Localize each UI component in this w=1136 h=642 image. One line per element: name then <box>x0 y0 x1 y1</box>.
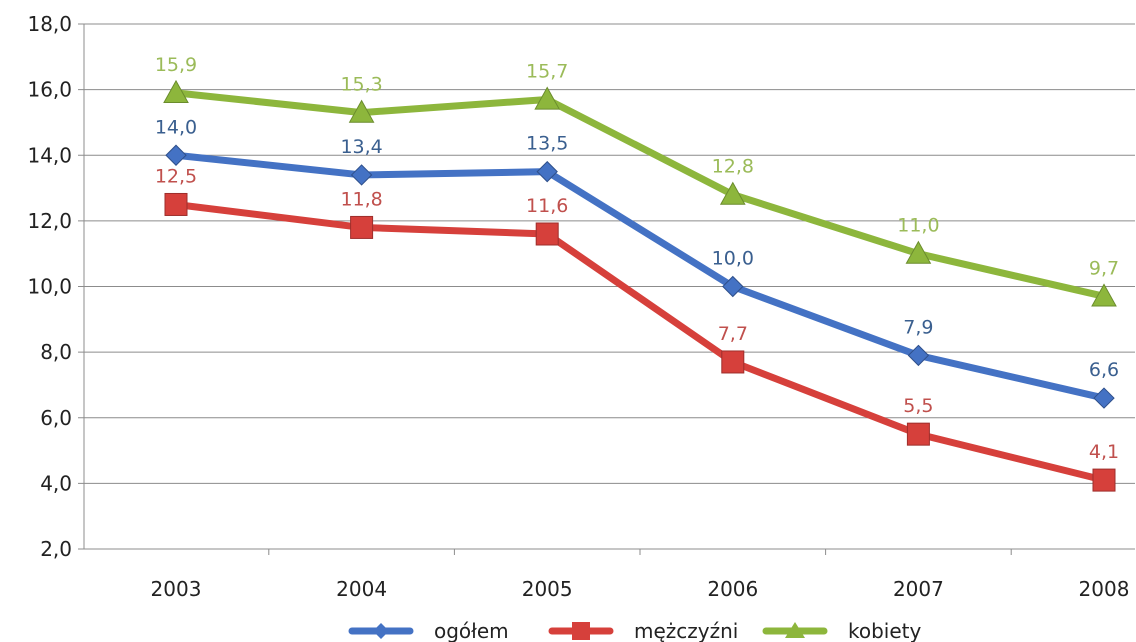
data-label: 11,6 <box>526 195 568 217</box>
x-tick-label: 2005 <box>522 577 573 601</box>
data-label: 11,0 <box>897 215 939 237</box>
gridlines <box>84 23 1135 484</box>
data-point-diamond <box>907 344 930 367</box>
data-label: 12,8 <box>712 156 754 178</box>
data-label: 15,3 <box>340 74 382 96</box>
series-line-square <box>172 200 1108 484</box>
legend-marker <box>572 622 590 640</box>
y-tick-label: 4,0 <box>40 471 72 495</box>
data-label: 15,7 <box>526 60 568 82</box>
y-tick-label: 8,0 <box>40 340 72 364</box>
data-label: 13,5 <box>526 133 568 155</box>
data-labels: 14,0 13,4 13,5 10,0 7,9 6,6 12,5 11,8 11,6 7,7 5,5… <box>155 54 1119 463</box>
y-tick-label: 2,0 <box>40 537 72 561</box>
y-tick-label: 6,0 <box>40 406 72 430</box>
data-label: 7,9 <box>903 316 933 338</box>
legend-label: kobiety <box>848 619 922 642</box>
data-label: 7,7 <box>718 323 748 345</box>
data-point-triangle <box>534 86 561 110</box>
data-point-triangle <box>163 79 189 104</box>
data-label: 6,6 <box>1089 359 1119 381</box>
legend-marker <box>373 623 389 639</box>
legend-item: kobiety <box>762 619 922 642</box>
data-point-triangle <box>1091 283 1117 307</box>
data-label: 10,0 <box>712 248 754 270</box>
data-point-square <box>350 215 374 239</box>
axes <box>78 23 1135 555</box>
data-point-triangle <box>719 181 746 205</box>
legend-marker <box>785 622 805 638</box>
y-tick-label: 12,0 <box>27 209 72 233</box>
x-tick-label: 2008 <box>1079 577 1130 601</box>
data-label: 9,7 <box>1089 257 1119 279</box>
data-label: 11,8 <box>340 188 382 210</box>
series-group <box>163 79 1117 492</box>
data-label: 4,1 <box>1089 441 1119 463</box>
data-label: 13,4 <box>340 136 382 158</box>
x-tick-label: 2007 <box>893 577 944 601</box>
data-point-triangle <box>905 240 932 264</box>
data-point-square <box>721 350 745 374</box>
data-point-square <box>906 422 930 446</box>
data-point-diamond <box>536 160 558 183</box>
x-tick-label: 2003 <box>151 577 202 601</box>
legend: ogółem mężczyźni kobiety <box>348 619 922 642</box>
y-tick-label: 14,0 <box>27 143 72 167</box>
legend-label: mężczyźni <box>634 619 738 642</box>
data-point-diamond <box>165 144 187 166</box>
data-point-diamond <box>722 275 744 298</box>
series-line-triangle <box>172 89 1108 300</box>
data-point-triangle <box>348 99 375 123</box>
data-point-square <box>164 192 188 216</box>
data-point-square <box>535 222 559 246</box>
y-tick-label: 10,0 <box>27 275 72 299</box>
legend-item: mężczyźni <box>548 619 738 642</box>
data-point-square <box>1092 468 1116 492</box>
data-label: 15,9 <box>155 54 197 76</box>
data-label: 12,5 <box>155 165 197 187</box>
series-line-diamond <box>172 151 1108 402</box>
data-label: 14,0 <box>155 116 197 138</box>
y-tick-label: 16,0 <box>27 78 72 102</box>
legend-label: ogółem <box>434 619 509 642</box>
y-tick-labels: 2,0 4,0 6,0 8,0 10,0 12,0 14,0 16,0 18,0 <box>27 12 72 561</box>
data-point-diamond <box>350 164 373 186</box>
y-tick-label: 18,0 <box>27 12 72 36</box>
legend-item: ogółem <box>348 619 509 642</box>
x-tick-labels: 2003 2004 2005 2006 2007 2008 <box>151 577 1130 601</box>
data-point-diamond <box>1093 387 1115 409</box>
x-tick-label: 2004 <box>336 577 387 601</box>
x-tick-label: 2006 <box>707 577 758 601</box>
data-label: 5,5 <box>903 395 933 417</box>
